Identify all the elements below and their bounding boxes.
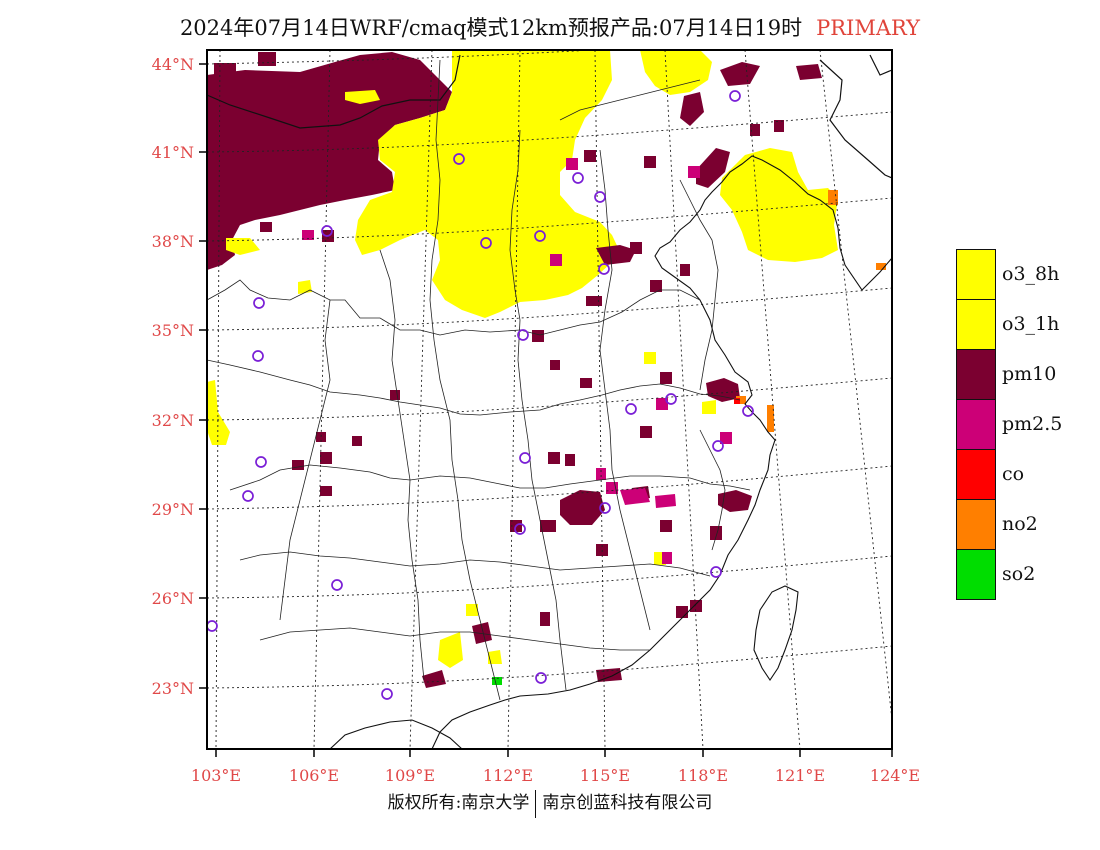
legend-item-co: co xyxy=(956,449,1096,500)
copyright-left: 版权所有:南京大学 xyxy=(387,793,530,813)
lon-label-106: 106°E xyxy=(288,766,340,785)
lon-label-121: 121°E xyxy=(774,766,826,785)
copyright-footer: 版权所有:南京大学 南京创蓝科技有限公司 xyxy=(0,788,1100,818)
legend-swatch xyxy=(956,399,996,450)
lat-label-23: 23°N xyxy=(151,679,194,698)
lat-label-38: 38°N xyxy=(151,232,194,251)
lon-label-112: 112°E xyxy=(482,766,534,785)
legend-label: o3_1h xyxy=(1002,313,1060,335)
legend-item-o3-1h: o3_1h xyxy=(956,299,1096,350)
lat-label-32: 32°N xyxy=(151,411,194,430)
lat-label-35: 35°N xyxy=(151,321,194,340)
legend-swatch xyxy=(956,299,996,350)
legend-item-no2: no2 xyxy=(956,499,1096,550)
title-primary-tag: PRIMARY xyxy=(816,16,921,40)
lon-label-115: 115°E xyxy=(579,766,631,785)
lon-label-118: 118°E xyxy=(677,766,729,785)
lat-ticks xyxy=(199,63,207,689)
pm10-patches xyxy=(292,62,822,688)
legend-label: o3_8h xyxy=(1002,263,1060,285)
legend-label: pm2.5 xyxy=(1002,413,1063,435)
legend-swatch xyxy=(956,549,996,600)
station-markers xyxy=(207,90,754,700)
legend-item-pm25: pm2.5 xyxy=(956,399,1096,450)
copyright-separator xyxy=(535,789,537,818)
lon-label-124: 124°E xyxy=(869,766,921,785)
o3-region-north xyxy=(207,50,838,668)
map-title: 2024年07月14日WRF/cmaq模式12km预报产品:07月14日19时 P… xyxy=(0,12,1100,42)
legend-swatch xyxy=(956,449,996,500)
country-border xyxy=(207,54,892,179)
legend-label: pm10 xyxy=(1002,363,1057,385)
graticule-longitude xyxy=(215,50,892,749)
legend-item-o3-8h: o3_8h xyxy=(956,249,1096,300)
legend-label: so2 xyxy=(1002,563,1036,585)
lat-label-44: 44°N xyxy=(151,55,194,74)
map-frame xyxy=(206,49,893,750)
pollutant-legend: o3_8h o3_1h pm10 pm2.5 co no2 so2 xyxy=(956,249,1096,600)
legend-item-so2: so2 xyxy=(956,549,1096,600)
lat-label-26: 26°N xyxy=(151,589,194,608)
lat-label-29: 29°N xyxy=(151,500,194,519)
legend-swatch xyxy=(956,349,996,400)
legend-swatch xyxy=(956,499,996,550)
legend-swatch xyxy=(956,249,996,300)
title-text: 2024年07月14日WRF/cmaq模式12km预报产品:07月14日19时 xyxy=(179,16,803,40)
lon-label-103: 103°E xyxy=(190,766,242,785)
legend-label: no2 xyxy=(1002,513,1038,535)
copyright-right: 南京创蓝科技有限公司 xyxy=(542,793,713,813)
graticule-latitude xyxy=(207,50,892,689)
lon-label-109: 109°E xyxy=(384,766,436,785)
coastline xyxy=(329,155,892,749)
province-borders xyxy=(207,59,751,701)
lat-label-41: 41°N xyxy=(151,143,194,162)
legend-label: co xyxy=(1002,463,1025,485)
lon-ticks xyxy=(215,749,893,757)
legend-item-pm10: pm10 xyxy=(956,349,1096,400)
